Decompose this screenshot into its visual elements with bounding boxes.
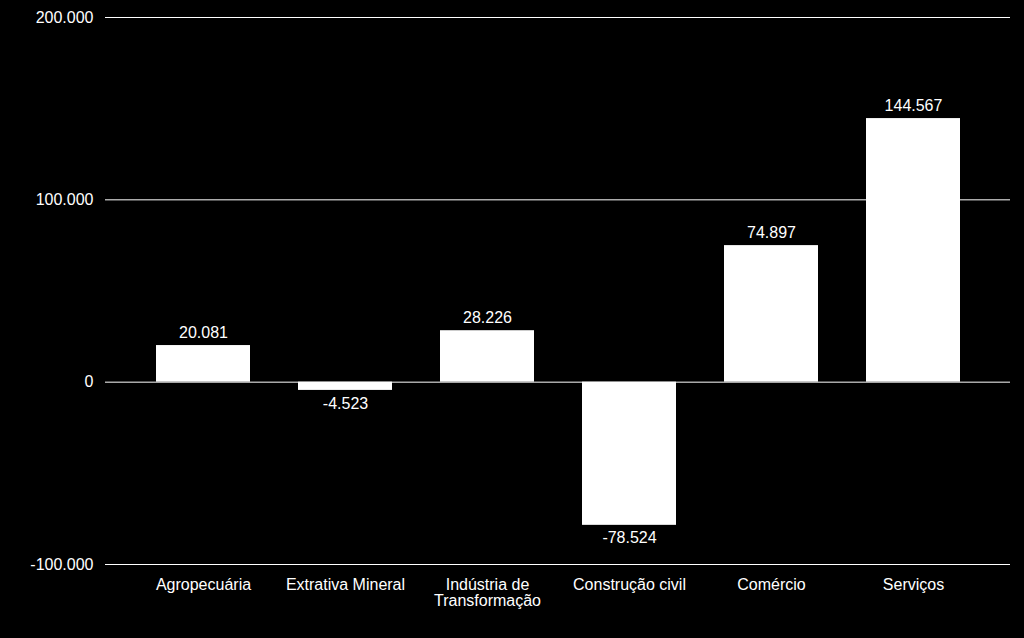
svg-text:Agropecuária: Agropecuária [156, 576, 251, 593]
svg-text:Extrativa Mineral: Extrativa Mineral [286, 576, 405, 593]
svg-text:74.897: 74.897 [747, 224, 796, 241]
svg-text:Construção civil: Construção civil [573, 576, 686, 593]
svg-text:28.226: 28.226 [463, 309, 512, 326]
svg-text:20.081: 20.081 [179, 324, 228, 341]
svg-text:100.000: 100.000 [36, 191, 94, 208]
svg-text:Indústria deTransformação: Indústria deTransformação [434, 576, 541, 609]
svg-text:-100.000: -100.000 [30, 556, 93, 573]
svg-text:Comércio: Comércio [737, 576, 806, 593]
svg-text:-4.523: -4.523 [323, 395, 368, 412]
svg-text:200.000: 200.000 [36, 9, 94, 26]
svg-text:0: 0 [85, 373, 94, 390]
svg-text:144.567: 144.567 [885, 97, 943, 114]
svg-text:-78.524: -78.524 [602, 529, 656, 546]
svg-text:Serviços: Serviços [883, 576, 944, 593]
